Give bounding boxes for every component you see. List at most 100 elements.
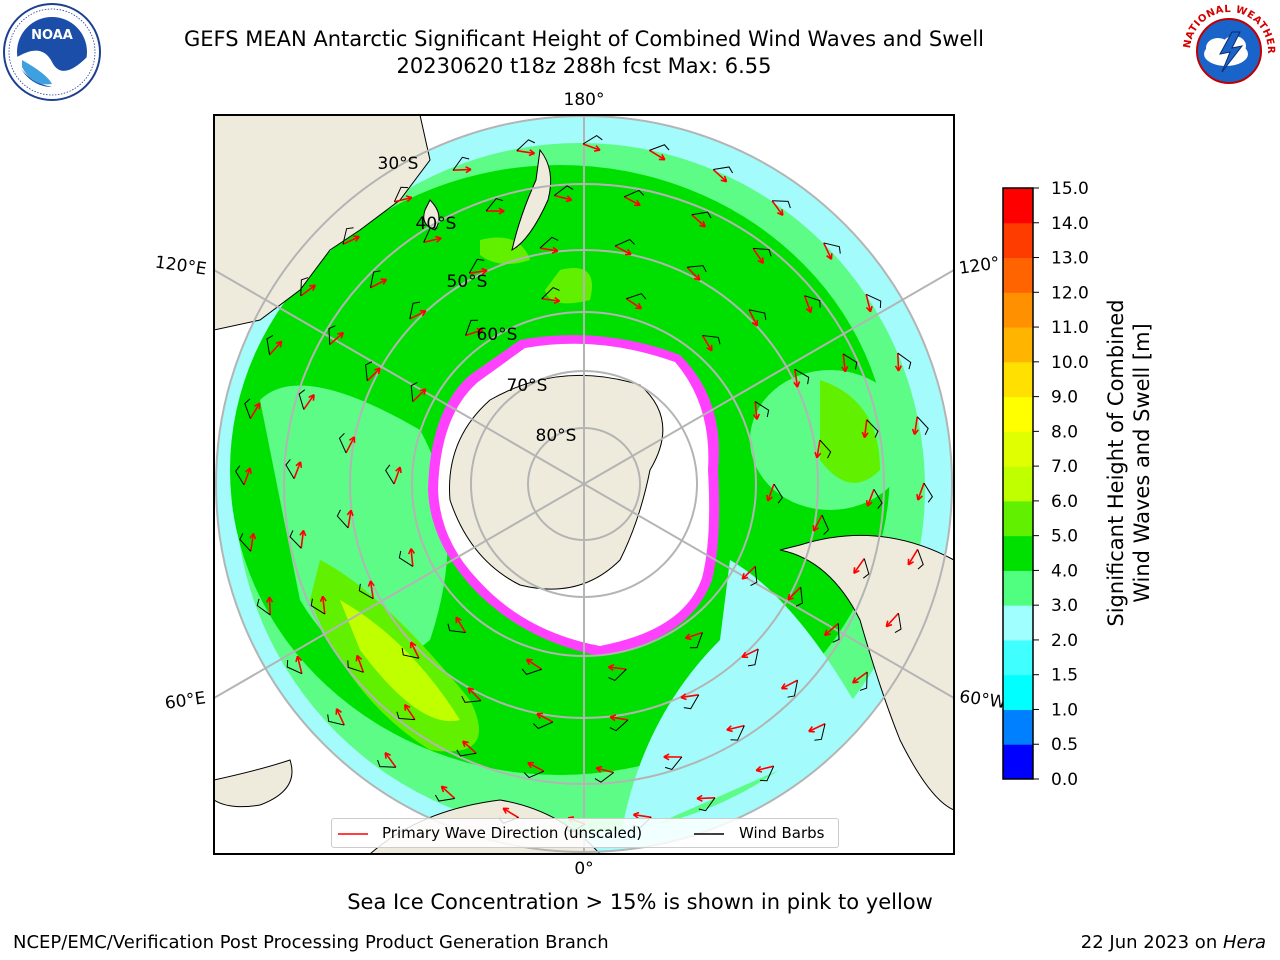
wave-arrow <box>465 328 483 337</box>
colorbar-tick-label: 14.0 <box>1051 214 1089 234</box>
wave-arrow <box>347 510 352 529</box>
wave-arrow-head <box>852 681 859 684</box>
colorbar-swatch <box>1003 709 1033 745</box>
wind-barb <box>594 772 614 783</box>
wave-arrow-head <box>435 235 442 239</box>
wave-arrow <box>345 436 356 454</box>
wave-arrow-head <box>766 494 769 502</box>
wind-barb <box>539 236 559 249</box>
wave-arrow-head <box>756 413 761 420</box>
wave-arrow-head <box>252 533 257 540</box>
wave-arrow <box>863 419 868 438</box>
wave-arrow-head <box>567 816 575 819</box>
wave-arrow-head <box>384 752 387 759</box>
new-zealand <box>511 148 552 251</box>
wind-barb <box>347 660 364 673</box>
wave-arrow-head <box>866 501 873 507</box>
wave-arrow-head <box>841 366 846 373</box>
wind-barb <box>865 293 882 309</box>
wind-barb <box>787 680 798 698</box>
wave-arrow <box>249 402 261 419</box>
wave-arrow <box>356 655 365 673</box>
wind-barb <box>461 695 481 703</box>
wave-arrow-head <box>554 296 561 302</box>
wind-barb <box>365 361 373 381</box>
wave-arrow <box>680 694 699 699</box>
wave-arrow-head <box>633 811 640 816</box>
wave-arrow-head <box>403 704 407 711</box>
wind-barb <box>814 723 826 741</box>
wave-arrow-head <box>266 596 271 603</box>
wave-arrow-head <box>720 179 727 183</box>
wave-arrow-head <box>767 496 773 502</box>
antarctica <box>428 335 720 656</box>
wind-barb <box>310 598 326 615</box>
wind-barb <box>485 197 503 212</box>
wind-barb <box>532 721 554 730</box>
wind-barb <box>582 134 603 145</box>
wave-arrow-head <box>268 596 274 603</box>
wind-barb <box>239 532 252 552</box>
wave-arrow-head <box>810 306 813 313</box>
wave-arrow-head <box>869 305 873 313</box>
wind-barb <box>649 144 670 151</box>
wind-barb <box>795 587 803 607</box>
wave-arrow-head <box>793 381 799 388</box>
wind-barb <box>289 530 302 549</box>
wind-barb <box>234 465 245 486</box>
wind-barb <box>244 398 251 419</box>
wave-arrow-head <box>275 340 282 345</box>
wave-arrow <box>516 149 535 155</box>
wind-barb <box>398 550 414 567</box>
wave-arrow <box>913 416 919 435</box>
wind-barb <box>516 139 536 152</box>
wave-arrow-head <box>781 209 784 216</box>
wave-arrow-head <box>816 452 822 459</box>
wave-arrow-head <box>607 666 614 672</box>
wave-arrow <box>300 530 305 549</box>
wind-barb <box>523 770 544 779</box>
lon-label-180: 180° <box>564 90 605 110</box>
wind-barb <box>456 749 477 757</box>
wave-arrow-head <box>609 716 616 722</box>
wave-arrow-head <box>553 300 560 304</box>
colorbar-swatch <box>1003 744 1033 780</box>
wind-barb <box>748 309 767 321</box>
wave-arrow-head <box>844 365 849 373</box>
wave-arrow-head <box>399 466 402 474</box>
wave-arrow <box>410 548 414 567</box>
wave-arrow <box>896 353 900 372</box>
wave-arrow <box>853 558 865 574</box>
wave-arrow <box>410 641 420 659</box>
wind-barb <box>626 293 647 300</box>
lat-label-80s: 80°S <box>536 426 577 446</box>
wave-arrow-head <box>405 195 413 199</box>
wave-arrow <box>696 796 715 800</box>
wave-arrow <box>394 196 413 203</box>
colorbar-swatch <box>1003 188 1033 224</box>
wind-barb <box>691 211 712 219</box>
wave-arrow <box>686 266 701 281</box>
wave-arrow-head <box>885 620 889 627</box>
wind-barb <box>286 659 303 675</box>
lon-label-60e: 60°E <box>164 688 207 713</box>
wind-barb <box>300 277 309 296</box>
wave-arrow-head <box>680 696 687 701</box>
wave-arrow-head <box>279 341 283 348</box>
wave-arrow-head <box>384 751 391 756</box>
wave-arrow-head <box>755 769 763 773</box>
wave-arrow-head <box>661 154 666 161</box>
wave-arrow <box>808 723 826 733</box>
wave-arrow-head <box>663 753 670 758</box>
wave-arrow-head <box>886 623 893 628</box>
wave-arrow-head <box>395 466 401 472</box>
wave-arrow <box>741 648 759 658</box>
colorbar-swatch <box>1003 570 1033 606</box>
wave-arrow-head <box>419 388 426 392</box>
wave-arrow <box>541 297 560 302</box>
wind-barb <box>452 156 470 171</box>
wave-arrow-head <box>404 704 411 709</box>
wave-arrow-head <box>322 595 327 602</box>
wave-arrow-head <box>481 269 488 275</box>
colorbar-tick-label: 8.0 <box>1051 422 1078 442</box>
